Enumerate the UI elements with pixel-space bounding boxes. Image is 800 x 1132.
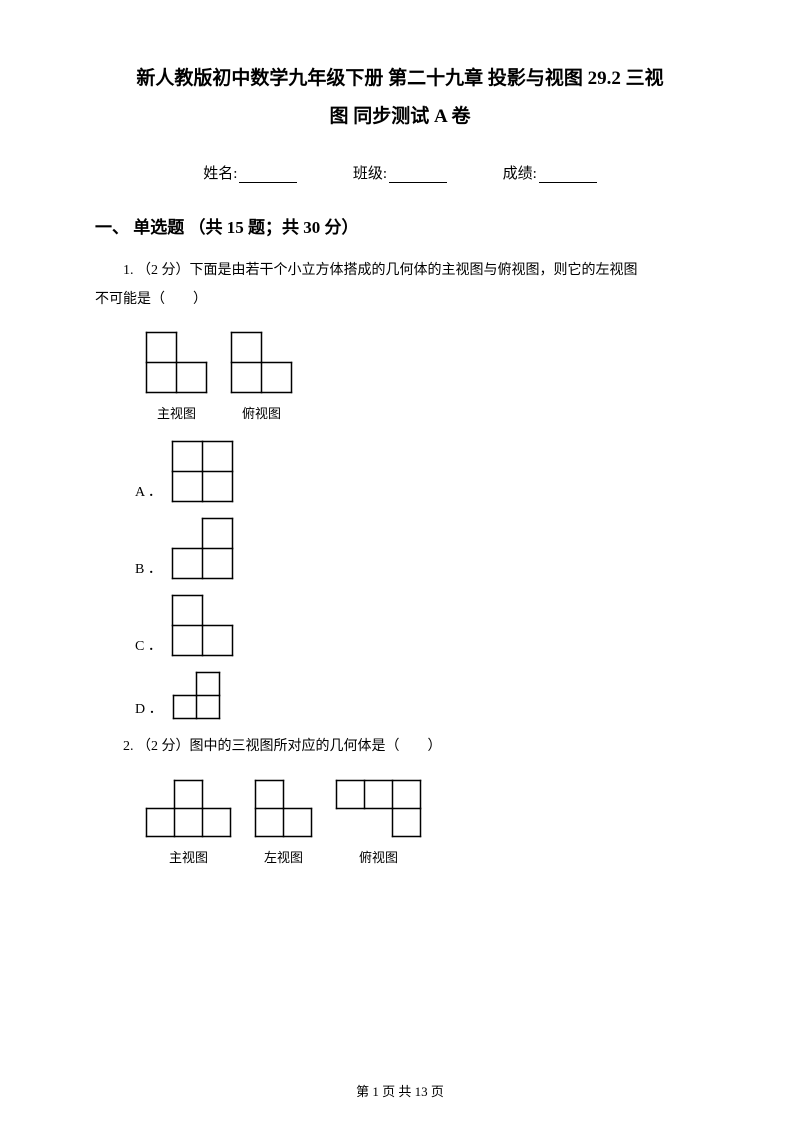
- q1-option-b: B ．: [135, 517, 705, 580]
- q1-opt-a-fig: [171, 440, 234, 503]
- title-line-2: 图 同步测试 A 卷: [95, 98, 705, 136]
- class-label: 班级:: [353, 166, 387, 182]
- q2-front-view: [145, 779, 232, 838]
- score-blank: [539, 168, 597, 183]
- q1-text-b: 不可能是（ ）: [95, 287, 705, 314]
- q1-text-a: 1. （2 分）下面是由若干个小立方体搭成的几何体的主视图与俯视图，则它的左视图: [123, 263, 638, 278]
- class-blank: [389, 168, 447, 183]
- q1-opt-b-fig: [171, 517, 234, 580]
- name-label: 姓名:: [203, 166, 237, 182]
- q1-top-caption: 俯视图: [230, 403, 293, 422]
- q2-left-view: [254, 779, 313, 838]
- section-heading: 一、 单选题 （共 15 题；共 30 分）: [95, 213, 705, 238]
- info-line: 姓名: 班级: 成绩:: [95, 162, 705, 183]
- q1-option-a: A ．: [135, 440, 705, 503]
- q2-given-figures: 主视图 左视图 俯视图: [145, 779, 705, 866]
- q1-given-figures: 主视图 俯视图: [145, 331, 705, 422]
- q2-left-caption: 左视图: [254, 847, 313, 866]
- q1-opt-c-label: C ．: [135, 635, 162, 657]
- q1-opt-a-label: A ．: [135, 481, 162, 503]
- q1-opt-b-label: B ．: [135, 558, 162, 580]
- page-footer: 第 1 页 共 13 页: [0, 1081, 800, 1100]
- q1-option-c: C ．: [135, 594, 705, 657]
- q2-front-caption: 主视图: [145, 847, 232, 866]
- title-line-1: 新人教版初中数学九年级下册 第二十九章 投影与视图 29.2 三视: [95, 60, 705, 98]
- q1-opt-d-fig: [172, 671, 221, 720]
- q1-front-view: [145, 331, 208, 394]
- q2-text: 2. （2 分）图中的三视图所对应的几何体是（ ）: [95, 734, 705, 761]
- score-label: 成绩:: [503, 166, 537, 182]
- q1-option-d: D ．: [135, 671, 705, 720]
- q1-front-caption: 主视图: [145, 403, 208, 422]
- q1-opt-c-fig: [171, 594, 234, 657]
- q1-opt-d-label: D ．: [135, 698, 163, 720]
- q2-top-caption: 俯视图: [335, 847, 422, 866]
- name-blank: [239, 168, 297, 183]
- q2-top-view: [335, 779, 422, 838]
- q1-top-view: [230, 331, 293, 394]
- q1-text: 1. （2 分）下面是由若干个小立方体搭成的几何体的主视图与俯视图，则它的左视图: [95, 258, 705, 285]
